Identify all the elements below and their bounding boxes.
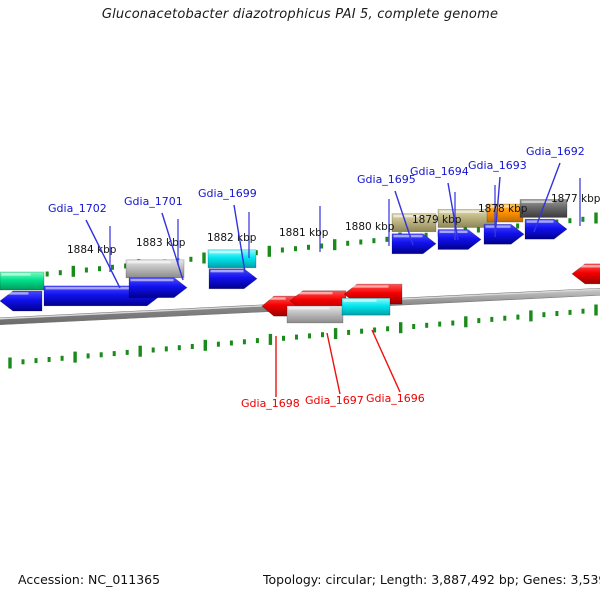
gene-label-gdia_1695[interactable]: Gdia_1695 — [357, 173, 416, 186]
gene-label-leader — [85, 219, 121, 289]
green-tick-row-lower — [8, 304, 598, 369]
accession-text: Accession: NC_011365 — [18, 572, 161, 587]
scale-tick-label: 1880 kbp — [345, 221, 395, 233]
scale-ruler-layer: 1884 kbp 1883 kbp 1882 kbp 1881 kbp 1880 kbp… — [67, 178, 600, 272]
scale-tick-label: 1884 kbp — [67, 244, 117, 256]
gene-feature[interactable] — [483, 223, 525, 245]
gene-feature[interactable] — [0, 271, 45, 291]
scale-tick-label: 1878 kbp — [478, 203, 528, 215]
gene-label-leader — [371, 329, 401, 393]
gene-label-leader — [394, 190, 414, 246]
scale-tick-label: 1882 kbp — [207, 232, 257, 244]
scale-tick-label: 1877 kbp — [551, 193, 600, 205]
scale-tick-label: 1879 kbp — [412, 214, 462, 226]
gene-feature[interactable] — [0, 290, 43, 312]
gene-feature[interactable] — [128, 277, 188, 299]
gene-label-gdia_1702[interactable]: Gdia_1702 — [48, 202, 107, 215]
gene-label-gdia_1694[interactable]: Gdia_1694 — [410, 165, 469, 178]
gene-label-gdia_1693[interactable]: Gdia_1693 — [468, 159, 527, 172]
gene-label-gdia_1698[interactable]: Gdia_1698 — [241, 397, 300, 410]
gene-label-leader — [233, 204, 246, 273]
gene-feature[interactable] — [391, 233, 437, 255]
gene-label-gdia_1696[interactable]: Gdia_1696 — [366, 392, 425, 405]
gene-feature[interactable] — [208, 268, 258, 290]
gene-feature[interactable] — [391, 213, 437, 233]
gene-feature[interactable] — [286, 305, 344, 324]
label-leader-lines — [85, 162, 561, 397]
page-title: Gluconacetobacter diazotrophicus PAI 5, … — [101, 7, 499, 22]
gene-label-leader — [533, 162, 561, 233]
gene-label-layer[interactable]: Gdia_1702Gdia_1701Gdia_1699Gdia_1695Gdia… — [48, 145, 585, 410]
gene-label-gdia_1699[interactable]: Gdia_1699 — [198, 187, 257, 200]
gene-label-gdia_1697[interactable]: Gdia_1697 — [305, 394, 364, 407]
gene-feature[interactable] — [125, 259, 185, 279]
gene-feature[interactable] — [524, 218, 568, 240]
gene-label-leader — [161, 212, 184, 281]
gene-label-gdia_1701[interactable]: Gdia_1701 — [124, 195, 183, 208]
gene-feature[interactable] — [341, 297, 391, 316]
scale-tick-label: 1883 kbp — [136, 237, 186, 249]
gene-label-leader — [447, 182, 459, 241]
gene-feature[interactable] — [437, 229, 482, 250]
gene-feature-layer[interactable] — [0, 199, 600, 324]
gene-feature[interactable] — [571, 263, 600, 285]
genome-stats-text: Topology: circular; Length: 3,887,492 bp… — [263, 572, 600, 587]
gene-label-gdia_1692[interactable]: Gdia_1692 — [526, 145, 585, 158]
gene-label-leader — [326, 332, 341, 395]
gene-label-leader — [494, 176, 501, 238]
scale-tick-label: 1881 kbp — [279, 227, 329, 239]
